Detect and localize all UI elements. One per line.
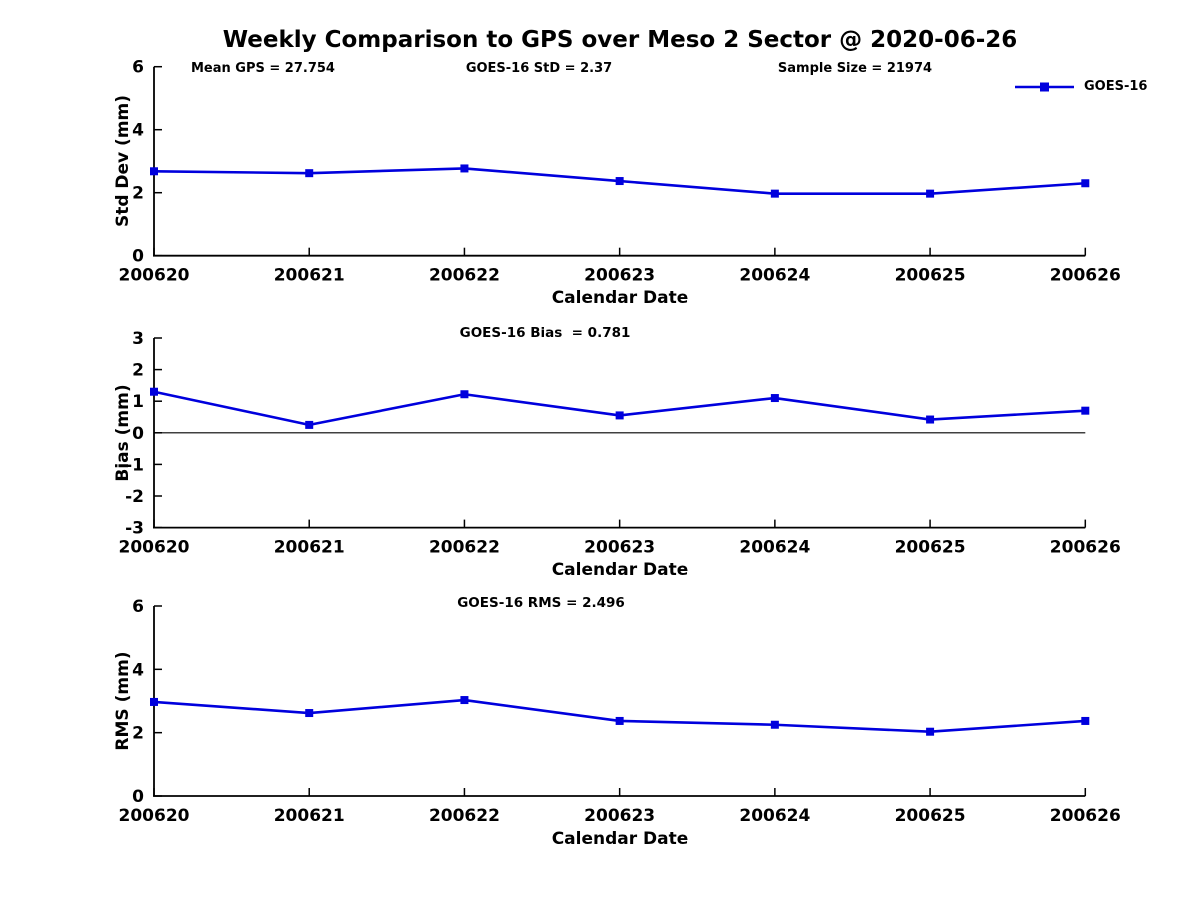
x-tick-label: 200626: [1050, 806, 1121, 826]
x-tick-label: 200624: [739, 806, 810, 826]
y-tick-label: -2: [125, 487, 144, 507]
y-tick-label: 2: [132, 184, 144, 204]
x-tick-label: 200624: [739, 266, 810, 286]
data-point-marker: [615, 177, 624, 186]
y-tick-label: 4: [132, 660, 144, 680]
y-axis-label-rms: RMS (mm): [113, 651, 133, 751]
data-point-marker: [770, 394, 779, 403]
data-point-marker: [1081, 179, 1090, 188]
x-tick-label: 200622: [429, 806, 500, 826]
data-point-marker: [305, 420, 314, 429]
y-tick-label: -1: [125, 455, 144, 475]
y-tick-label: 4: [132, 121, 144, 141]
bias-annotation: GOES-16 Bias = 0.781: [459, 325, 631, 341]
series-line: [153, 698, 1086, 734]
y-tick-label: 0: [132, 424, 144, 444]
x-tick-label: 200622: [429, 538, 500, 558]
legend-line-marker-icon: [1015, 82, 1074, 92]
subplot-std-dev: 0 2 4 6 200620 200621 200622 200623 200624 200625…: [119, 58, 1121, 286]
y-tick-label: 6: [132, 597, 144, 617]
rms-annotation: GOES-16 RMS = 2.496: [457, 595, 625, 611]
subplot-bias: -3 -2 -1 0 1 2 3 200620 200621 200622 200623 200624…: [119, 329, 1121, 558]
y-tick-label: -3: [125, 519, 144, 539]
x-tick-label: 200625: [895, 806, 966, 826]
y-tick-label: 1: [132, 392, 144, 412]
x-tick-label: 200620: [119, 266, 190, 286]
x-tick-label: 200623: [584, 266, 655, 286]
subplot-rms: 0 2 4 6 200620 200621 200622 200623 200624 200625…: [119, 597, 1121, 826]
data-point-marker: [615, 716, 624, 725]
legend: GOES-16: [1014, 79, 1147, 95]
y-axis-label-bias: Bias (mm): [113, 384, 133, 482]
x-tick-label: 200621: [274, 538, 345, 558]
y-axis-label-std-dev: Std Dev (mm): [113, 94, 133, 228]
y-tick-label: 0: [132, 787, 144, 807]
data-point-marker: [305, 169, 314, 178]
data-point-marker: [615, 411, 624, 420]
series-line: [153, 390, 1086, 427]
x-tick-label: 200622: [429, 266, 500, 286]
data-point-marker: [926, 727, 935, 736]
y-tick-label: 0: [132, 247, 144, 267]
x-tick-label: 200623: [584, 538, 655, 558]
data-point-marker: [460, 164, 469, 173]
x-tick-label: 200625: [895, 538, 966, 558]
data-point-marker: [460, 696, 469, 705]
data-point-marker: [150, 167, 158, 176]
annotation-mean-gps: Mean GPS = 27.754: [191, 61, 335, 76]
annotation-goes-std: GOES-16 StD = 2.37: [465, 61, 613, 76]
x-axis-label-bias: Calendar Date: [551, 560, 689, 580]
x-tick-label: 200620: [119, 806, 190, 826]
y-tick-label: 2: [132, 724, 144, 744]
data-point-marker: [1081, 716, 1090, 725]
x-tick-label: 200626: [1050, 266, 1121, 286]
data-point-marker: [770, 720, 779, 729]
x-tick-label: 200621: [274, 266, 345, 286]
x-tick-label: 200620: [119, 538, 190, 558]
y-tick-label: 3: [132, 329, 144, 349]
data-point-marker: [926, 189, 935, 198]
data-point-marker: [460, 390, 469, 399]
data-point-marker: [1081, 406, 1090, 415]
data-point-marker: [770, 189, 779, 198]
x-tick-label: 200624: [739, 538, 810, 558]
figure-title: Weekly Comparison to GPS over Meso 2 Sec…: [222, 27, 1018, 53]
x-tick-label: 200625: [895, 266, 966, 286]
x-axis-label-rms: Calendar Date: [551, 829, 689, 849]
x-axis-label-std-dev: Calendar Date: [551, 288, 689, 308]
x-tick-label: 200623: [584, 806, 655, 826]
legend-label: GOES-16: [1084, 79, 1148, 94]
data-point-marker: [150, 387, 158, 396]
x-tick-label: 200621: [274, 806, 345, 826]
y-tick-label: 6: [132, 58, 144, 78]
x-tick-label: 200626: [1050, 538, 1121, 558]
data-point-marker: [150, 697, 158, 706]
data-point-marker: [305, 709, 314, 718]
data-point-marker: [926, 415, 935, 424]
y-tick-label: 2: [132, 361, 144, 381]
annotation-sample-size: Sample Size = 21974: [777, 61, 933, 76]
